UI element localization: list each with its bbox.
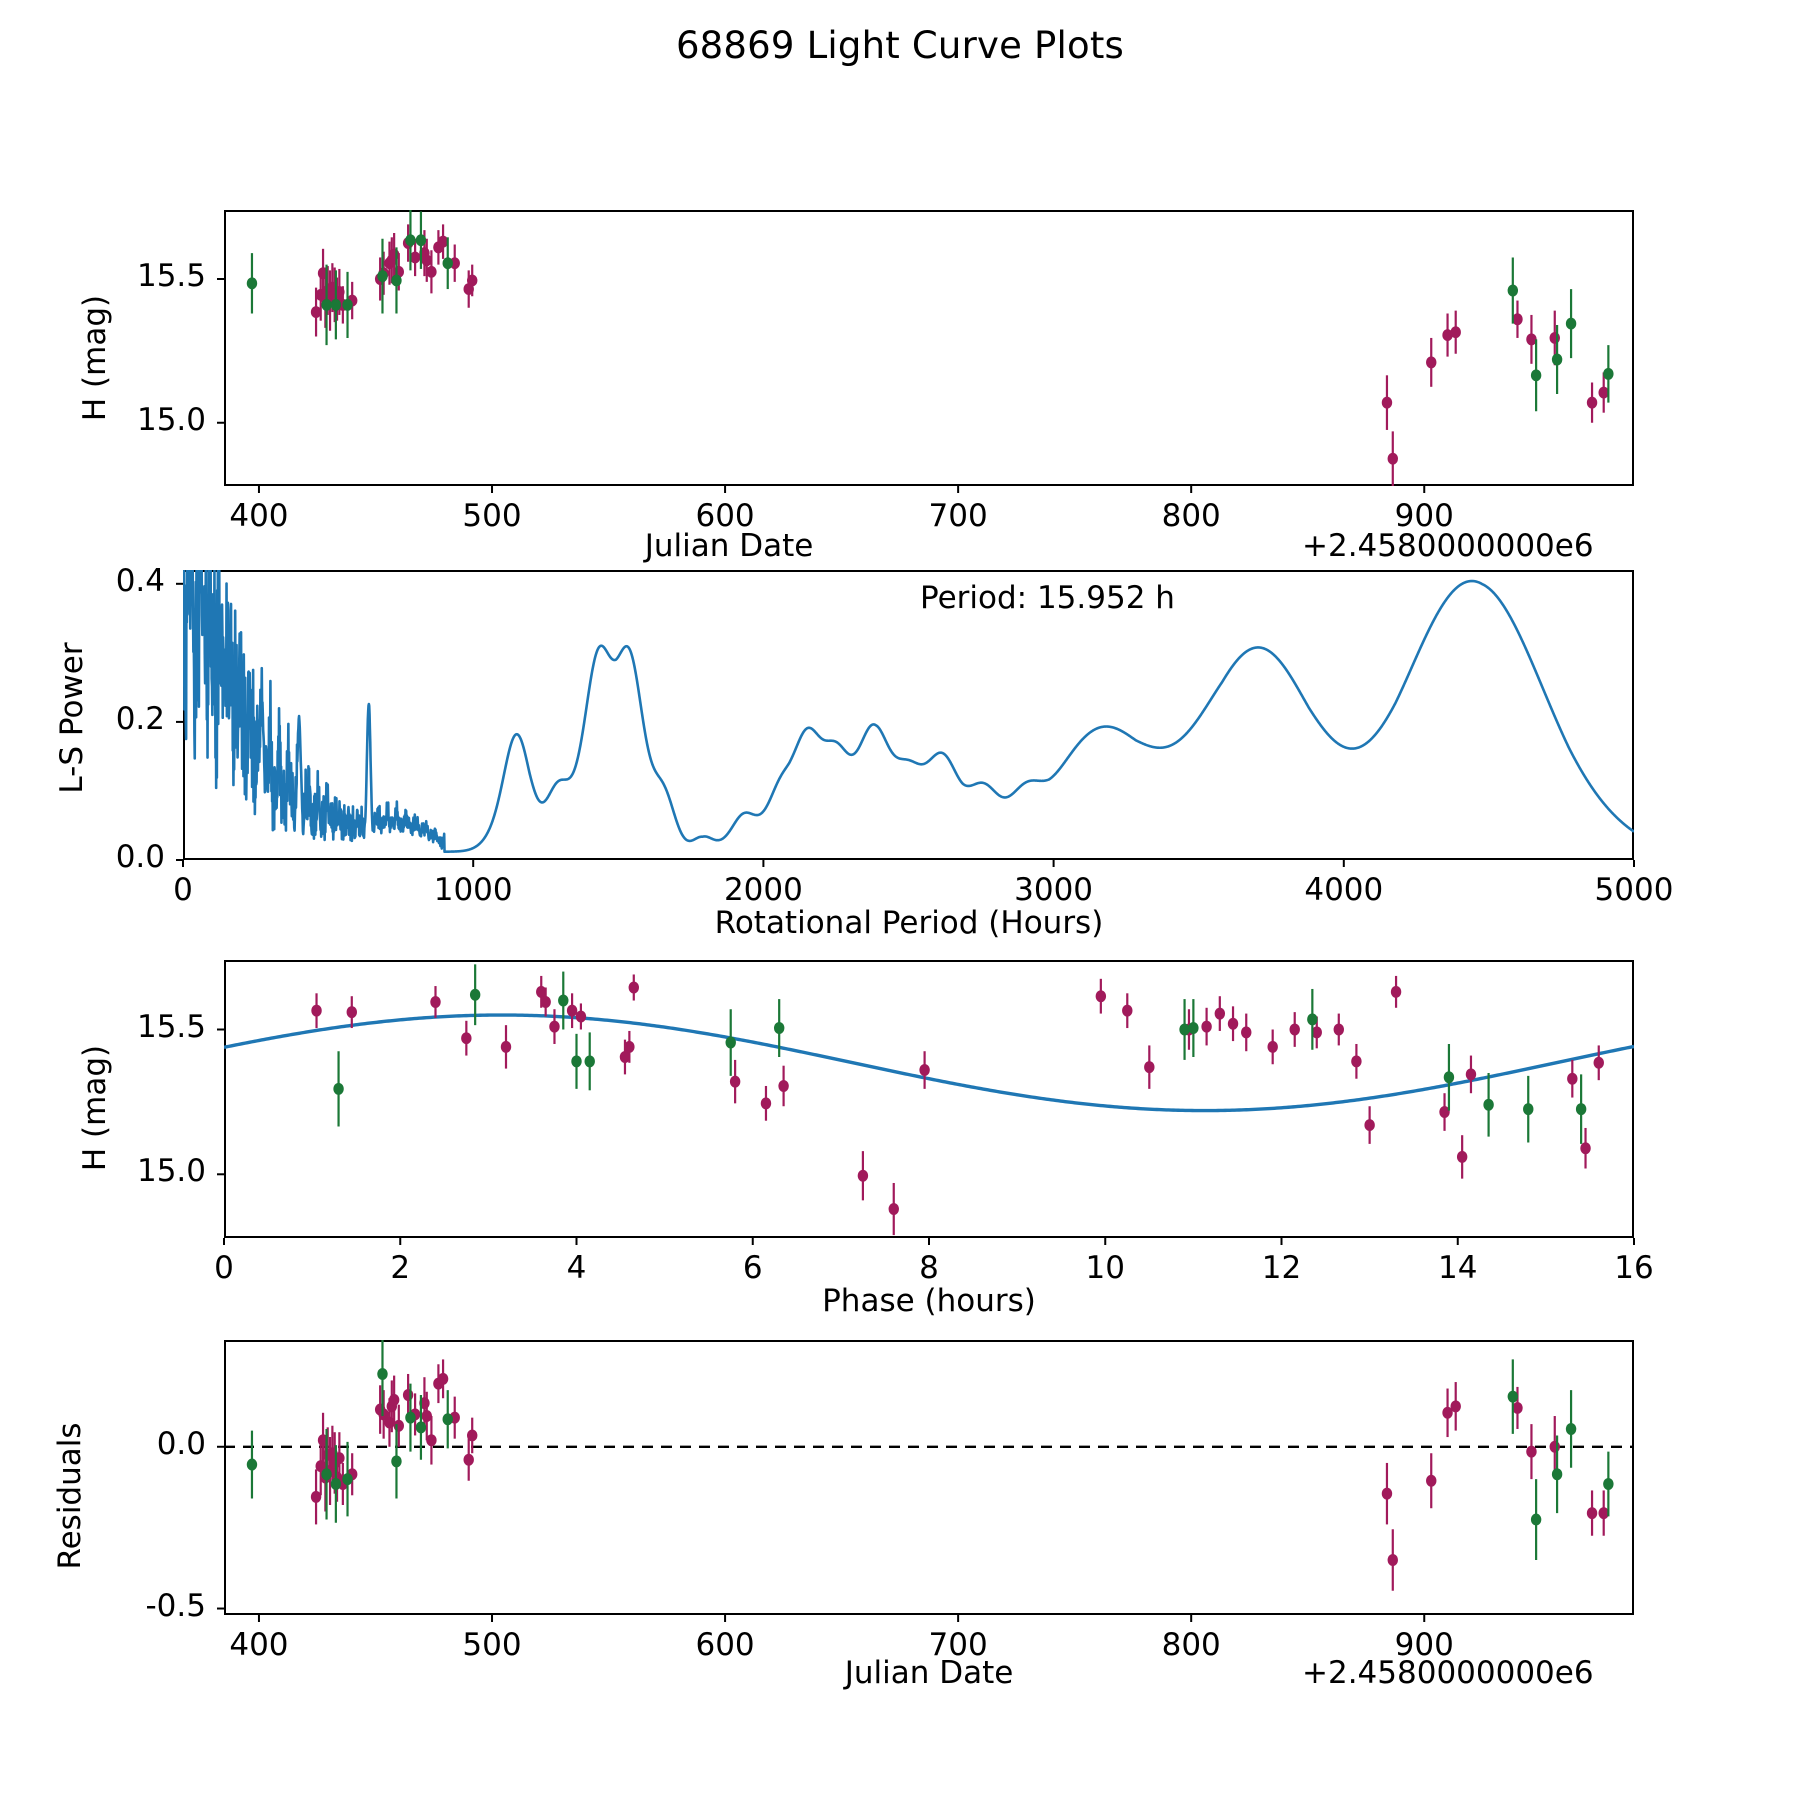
phase-xtick: 10: [1085, 1250, 1125, 1286]
phase-xtick: 16: [1614, 1250, 1654, 1286]
panel-lightcurve: [217, 210, 1634, 493]
lightcurve-xtick: 800: [1161, 498, 1221, 534]
panel-residuals-x-offset: +2.4580000000e6: [1302, 1655, 1594, 1691]
lightcurve-ytick: 15.0: [136, 401, 206, 438]
periodogram-xtick: 0: [173, 872, 193, 908]
phase-xtick: 0: [214, 1250, 234, 1286]
periodogram-xtick: 3000: [1014, 872, 1094, 908]
panel-phase-xlabel: Phase (hours): [822, 1283, 1036, 1319]
panel-residuals-frame: [224, 1340, 1634, 1615]
residuals-xtick: 600: [695, 1627, 755, 1663]
periodogram-ytick: 0.2: [115, 700, 165, 737]
panel-residuals: [217, 1340, 1634, 1622]
series-series_a: [311, 974, 1604, 1236]
periodogram-xtick: 4000: [1304, 872, 1384, 908]
periodogram-xtick: 5000: [1594, 872, 1674, 908]
phase-xtick: 2: [390, 1250, 411, 1286]
lightcurve-xtick: 900: [1394, 498, 1454, 534]
panel-lightcurve-xlabel: Julian Date: [644, 528, 814, 564]
residuals-xtick: 400: [229, 1627, 289, 1663]
series-series_a: [310, 224, 1609, 486]
panel-lightcurve-x-offset: +2.4580000000e6: [1302, 528, 1594, 564]
phase-xtick: 4: [566, 1250, 587, 1286]
panel-residuals-xlabel: Julian Date: [844, 1655, 1014, 1691]
series-series_b: [246, 210, 1614, 412]
panel-lightcurve-frame: [224, 210, 1634, 486]
panel-residuals-ylabel: Residuals: [52, 1422, 88, 1570]
panel-periodogram-frame: [183, 570, 1634, 860]
lightcurve-ytick: 15.5: [136, 258, 206, 294]
residuals-ytick: 0.0: [156, 1425, 206, 1462]
series-series_b: [333, 964, 1587, 1144]
residuals-xtick: 700: [928, 1627, 988, 1663]
residuals-xtick: 500: [462, 1627, 522, 1663]
series-series_b: [246, 1340, 1614, 1560]
panel-periodogram: [176, 570, 1635, 867]
panel-periodogram-canvas: [176, 570, 1635, 867]
lightcurve-xtick: 400: [229, 498, 289, 534]
residuals-ytick: -0.5: [145, 1587, 207, 1624]
panel-phase: [217, 960, 1635, 1245]
periodogram-ytick: 0.0: [115, 839, 165, 875]
lightcurve-xtick: 600: [695, 498, 755, 534]
residuals-xtick: 900: [1394, 1627, 1454, 1663]
panel-lightcurve-canvas: [217, 210, 1614, 493]
periodogram-xtick: 1000: [433, 872, 513, 908]
phase-xtick: 6: [742, 1250, 763, 1286]
periodogram-ytick: 0.4: [115, 562, 165, 599]
phase-xtick: 12: [1261, 1250, 1302, 1286]
periodogram-curve: [183, 570, 1634, 853]
panel-phase-canvas: [217, 964, 1635, 1245]
series-series_a: [310, 1359, 1609, 1591]
phase-xtick: 8: [919, 1250, 939, 1286]
lightcurve-xtick: 500: [462, 498, 522, 534]
phase-xtick: 14: [1438, 1250, 1478, 1286]
panel-phase-frame: [224, 960, 1634, 1238]
panel-periodogram-xlabel: Rotational Period (Hours): [714, 905, 1104, 941]
figure-title: 68869 Light Curve Plots: [675, 24, 1125, 67]
phase-fit-curve: [224, 1013, 1634, 1113]
lightcurve-xtick: 700: [928, 498, 988, 534]
phase-ytick: 15.0: [136, 1153, 206, 1190]
phase-ytick: 15.5: [136, 1008, 206, 1045]
periodogram-xtick: 2000: [723, 872, 803, 908]
panel-residuals-canvas: [217, 1340, 1634, 1622]
periodogram-period-annotation: Period: 15.952 h: [920, 580, 1175, 616]
residuals-xtick: 800: [1161, 1627, 1221, 1663]
